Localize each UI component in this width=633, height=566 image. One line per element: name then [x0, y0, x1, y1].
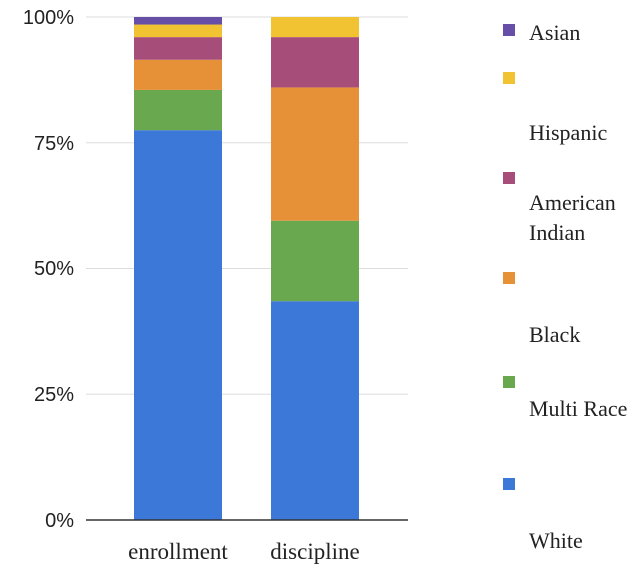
legend-swatch — [503, 24, 515, 36]
bar-segment-discipline-white — [271, 301, 359, 520]
bar-segment-discipline-black — [271, 87, 359, 221]
legend-label: American Indian — [529, 190, 616, 245]
bar-segment-enrollment-white — [134, 130, 222, 521]
legend-label: Asian — [529, 20, 581, 45]
bar-segment-discipline-multi-race — [271, 220, 359, 302]
legend-swatch — [503, 172, 515, 184]
bar-segment-discipline-american-indian — [271, 37, 359, 88]
bar-segment-enrollment-hispanic — [134, 24, 222, 38]
legend-swatch — [503, 72, 515, 84]
y-tick-labels: 0% 25% 50% 75% 100% — [23, 7, 74, 532]
y-tick-label: 25% — [34, 384, 74, 406]
bar-segment-discipline-hispanic — [271, 17, 359, 38]
x-tick-labels: enrollment discipline — [128, 539, 360, 564]
legend-label: Hispanic — [529, 120, 608, 145]
legend-label: Multi Race — [529, 396, 628, 421]
bar-segment-enrollment-american-indian — [134, 37, 222, 60]
legend-label: White — [529, 528, 583, 553]
bars — [134, 17, 359, 521]
bar-segment-enrollment-asian — [134, 17, 222, 25]
legend-swatch — [503, 272, 515, 284]
y-tick-label: 50% — [34, 258, 74, 280]
bar-segment-enrollment-black — [134, 59, 222, 90]
y-tick-label: 100% — [23, 7, 74, 29]
legend-swatch — [503, 376, 515, 388]
stacked-bar-chart: 0% 25% 50% 75% 100% enrollment disciplin… — [23, 7, 408, 564]
x-tick-label-enrollment: enrollment — [128, 539, 228, 564]
y-tick-label: 75% — [34, 133, 74, 155]
bar-segment-enrollment-multi-race — [134, 89, 222, 131]
legend-label: Black — [529, 322, 581, 347]
legend-swatch — [503, 478, 515, 490]
y-tick-label: 0% — [45, 510, 74, 532]
x-tick-label-discipline: discipline — [270, 539, 359, 564]
